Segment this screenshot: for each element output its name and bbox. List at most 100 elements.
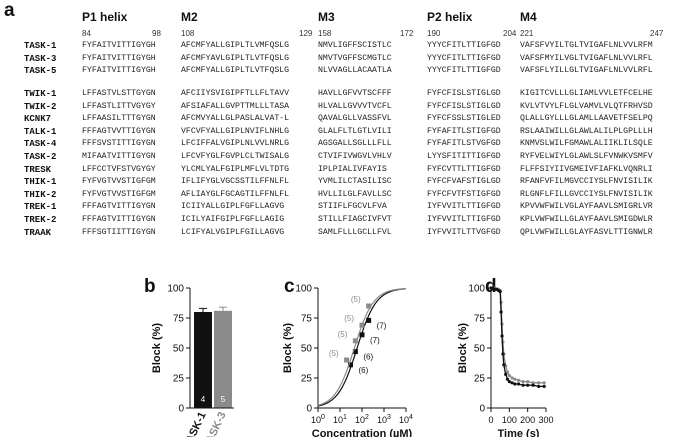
time-course-point [501, 352, 505, 356]
x-tick-label: 102 [355, 414, 369, 425]
time-course-line [491, 287, 545, 388]
sequence-segment: LFFCCTVFSTVGYGY [82, 164, 156, 174]
sequence-segment: FFFSGTIITTIGYGN [82, 227, 156, 237]
sequence-segment: FYFCFISLSTIGLGD [427, 101, 501, 111]
sequence-segment: YYYCFITLTTIGFGD [427, 53, 501, 63]
time-course-point [542, 381, 546, 385]
x-axis-label: Time (s) [498, 428, 540, 437]
sequence-segment: NMVTVGFFSCMGTLC [318, 53, 392, 63]
time-course-point [516, 378, 521, 382]
sequence-segment: FYFAFITLSTIGFGD [427, 126, 501, 136]
gene-name: TREK-1 [24, 202, 57, 213]
time-course-point [526, 380, 530, 384]
gene-name: TRESK [24, 164, 52, 175]
sequence-segment: YLCMLYALFGIPLMFLVLTDTG [181, 164, 290, 174]
sequence-segment: FFFSVSTITTIGYGN [82, 139, 156, 149]
time-course-point [500, 322, 504, 326]
time-course-point [501, 340, 505, 344]
sequence-segment: LYYSFITITTIGFGD [427, 152, 501, 161]
sequence-segment: LFFAASILTTTGYGN [82, 114, 156, 124]
y-axis-label: Block (%) [457, 323, 469, 373]
time-course-point [496, 287, 500, 291]
time-course-point [498, 290, 502, 294]
x-tick-label: 0 [488, 415, 493, 425]
y-tick-label: 100 [295, 284, 312, 295]
gene-name: TASK-3 [24, 53, 57, 64]
region-title: M2 [181, 10, 198, 24]
fit-curve [317, 288, 407, 407]
panel-label-b: b [144, 276, 156, 297]
y-tick-label: 0 [479, 404, 485, 415]
region-start-number: 190 [427, 29, 441, 38]
time-course-point [502, 352, 506, 356]
sequence-segment: LCIFYALVGIPLFGILLAGVG [181, 227, 285, 237]
y-tick-label: 75 [301, 314, 313, 325]
sequence-segment: AFCMFYAVLGIPLTLVTFQSLG [181, 53, 290, 63]
region-start-number: 158 [318, 29, 332, 38]
x-tick-label: 103 [377, 414, 391, 425]
y-tick-label: 100 [167, 284, 184, 295]
bar-n-label: 4 [201, 395, 206, 404]
time-course-point [498, 288, 502, 292]
region-end-number: 129 [299, 29, 313, 38]
gene-name: TWIK-1 [24, 89, 57, 99]
sequence-segment: HAVLLGFVVTSCFFF [318, 89, 392, 98]
x-tick-label: 104 [399, 414, 413, 425]
time-course-point [513, 382, 517, 386]
time-course-point [507, 380, 511, 384]
sequence-segment: FFFAGTVVTTIGYGN [82, 126, 156, 136]
time-course-point [499, 300, 503, 304]
data-point [359, 322, 365, 328]
x-tick-label: 200 [520, 415, 535, 425]
time-course-point [516, 382, 521, 386]
sequence-segment: KPLVWFWILLGLAYFAAVLSMIGDWLR [520, 215, 653, 224]
sequence-segment: VFCVFYALLGIPLNVIFLNHLG [181, 126, 290, 136]
time-course-point [504, 364, 508, 368]
sequence-segment: LFCVFYGLFGVPLCLTWISALG [181, 152, 290, 161]
sequence-segment: KIGITCVLLLGLIAMLVVLETFCELHE [520, 89, 653, 98]
region-end-number: 204 [503, 29, 517, 38]
region-start-number: 221 [520, 29, 534, 38]
sequence-segment: HLVALLGVVVTVCFL [318, 101, 392, 111]
sequence-segment: FYFCFVTFSTIGFGD [427, 189, 501, 199]
region-end-number: 98 [152, 29, 161, 38]
sequence-segment: KNMVSLWILFGMAWLALIIKLILSQLE [520, 139, 653, 149]
n-label: (6) [358, 366, 368, 375]
data-point [366, 317, 372, 323]
y-tick-label: 0 [306, 404, 312, 415]
sequence-segment: LFFASTLITTVGYGY [82, 101, 156, 111]
sequence-segment: FYFCFVAFSTIGLGD [427, 177, 501, 187]
sequence-segment: AFCMVYALLGLPASLALVAT-L [181, 114, 290, 124]
sequence-segment: STIIFLFGCVLFVA [318, 202, 387, 212]
bar [214, 310, 232, 408]
x-tick-label: 300 [538, 415, 553, 425]
sequence-segment: FYFAFITLSTVGFGD [427, 139, 501, 149]
y-axis-label: Block (%) [151, 323, 163, 373]
region-title: P2 helix [427, 10, 473, 24]
sequence-segment: FYFVGTVVSTIGFGM [82, 189, 156, 199]
sequence-segment: KVLVTVYLFLGLVAMVLVLQTFRHVSD [520, 101, 653, 111]
sequence-segment: YYYCFITLTTIGFGD [427, 66, 501, 76]
sequence-segment: VAFSFLYILLGLTVIGAFLNLVVLRFL [520, 66, 653, 76]
time-course-point [500, 334, 504, 338]
sequence-segment: FYFAITVITTIGYGH [82, 53, 156, 63]
sequence-segment: IPLPIALIVFAYIS [318, 164, 387, 174]
sequence-segment: FYFAITVITTIGYGH [82, 66, 156, 76]
y-tick-label: 0 [178, 404, 184, 415]
data-point [352, 338, 358, 344]
time-course-point [507, 374, 511, 378]
gene-name: TRAAK [24, 227, 52, 238]
sequence-segment: AFSIAFALLGVPTTMLLLTASA [181, 101, 290, 111]
time-course-point [513, 377, 517, 381]
y-tick-label: 50 [301, 344, 313, 355]
sequence-segment: SAMLFLLLGCLLFVL [318, 227, 392, 237]
sequence-segment: FFFAGTVITTIGYGN [82, 202, 156, 212]
region-end-number: 172 [400, 29, 414, 38]
sequence-segment: VAFSFMYILVGLTVIGAFLNLVVLRFL [520, 53, 653, 63]
x-tick-label: 100 [502, 415, 517, 425]
bar-n-label: 5 [221, 395, 226, 404]
gene-name: KCNK7 [24, 114, 52, 125]
sequence-segment: IFLIFYGLVGCSSTILFFNLFL [181, 177, 290, 187]
panel-label-a: a [4, 0, 15, 21]
region-end-number: 247 [650, 29, 664, 38]
